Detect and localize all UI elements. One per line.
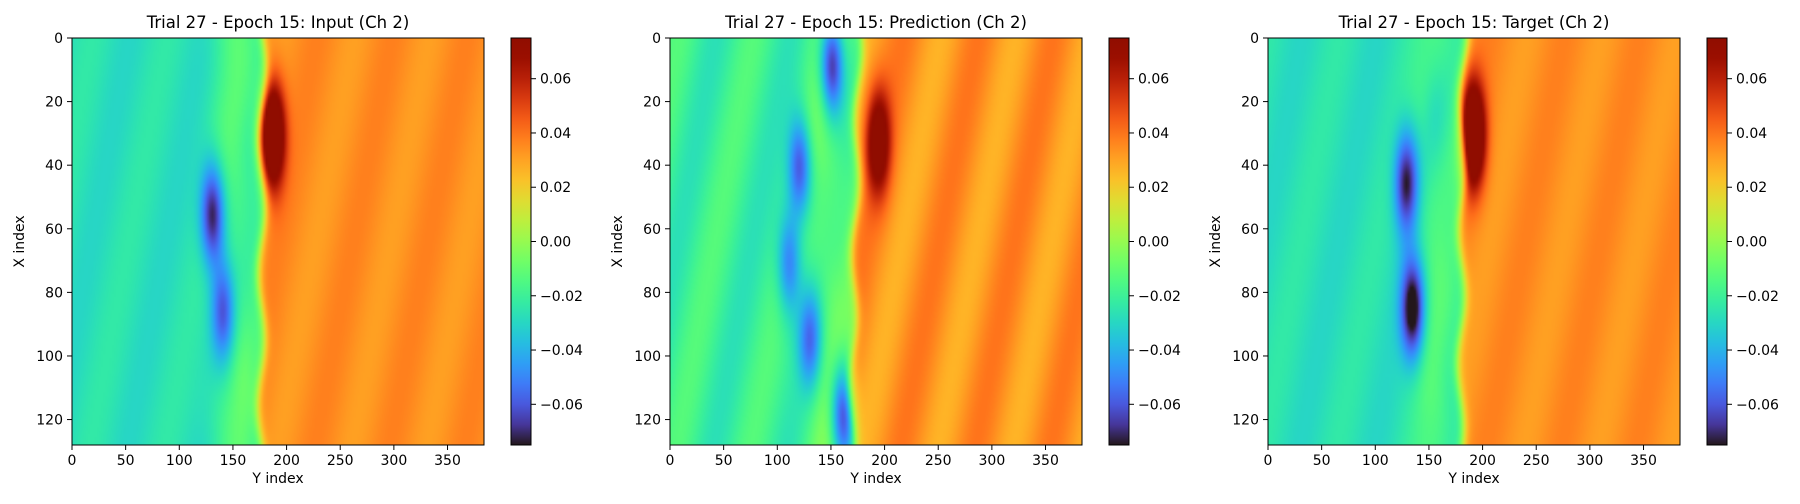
heatmap-panel-2: Trial 27 - Epoch 15: Prediction (Ch 2) 0 5… [610, 13, 1181, 487]
chart-title: Trial 27 - Epoch 15: Prediction (Ch 2) [724, 13, 1027, 32]
x-tick-label: 200 [273, 453, 300, 469]
heatmap-image [72, 38, 484, 445]
x-tick-label: 250 [1523, 453, 1550, 469]
y-tick-label: 100 [634, 349, 661, 365]
y-tick-label: 0 [54, 31, 63, 47]
colorbar-tick-label: 0.02 [1736, 180, 1767, 196]
colorbar: 0.06 0.04 0.02 0.00 −0.02 −0.04 −0.06 [1108, 37, 1181, 446]
x-tick-label: 50 [117, 453, 135, 469]
colorbar-tick-label: −0.02 [1138, 289, 1181, 305]
y-axis-label: X index [12, 215, 28, 267]
heatmap-panel-3: Trial 27 - Epoch 15: Target (Ch 2) 0 50 100… [1208, 13, 1779, 487]
colorbar-tick-label: −0.04 [1736, 343, 1779, 359]
colorbar-tick-label: 0.06 [540, 72, 571, 88]
y-tick-label: 60 [643, 222, 661, 238]
colorbar-tick-label: −0.04 [1138, 343, 1181, 359]
heatmap-image [1268, 38, 1680, 445]
colorbar-tick-label: −0.02 [540, 289, 583, 305]
y-tick-label: 60 [1241, 222, 1259, 238]
x-tick-label: 300 [1577, 453, 1604, 469]
y-tick-label: 40 [45, 158, 63, 174]
y-tick-label: 100 [36, 349, 63, 365]
y-tick-label: 100 [1232, 349, 1259, 365]
y-tick-label: 120 [634, 413, 661, 429]
chart-title: Trial 27 - Epoch 15: Target (Ch 2) [1338, 13, 1610, 32]
colorbar: 0.06 0.04 0.02 0.00 −0.02 −0.04 −0.06 [510, 37, 583, 446]
colorbar-tick-label: 0.02 [1138, 180, 1169, 196]
colorbar-tick-label: 0.00 [540, 235, 571, 251]
x-tick-label: 150 [818, 453, 845, 469]
x-tick-label: 0 [666, 453, 675, 469]
x-tick-label: 100 [166, 453, 193, 469]
colorbar-tick-label: 0.04 [1736, 126, 1767, 142]
colorbar-tick-label: −0.04 [540, 343, 583, 359]
x-tick-label: 350 [1630, 453, 1657, 469]
colorbar-gradient [510, 37, 532, 446]
x-tick-label: 300 [381, 453, 408, 469]
heatmap-image [670, 38, 1082, 445]
colorbar-tick-label: 0.00 [1138, 235, 1169, 251]
x-axis-label: Y index [849, 471, 901, 487]
heatmap-panel-1: Trial 27 - Epoch 15: Input (Ch 2) 0 50 100 1… [12, 13, 583, 487]
x-axis-label: Y index [1447, 471, 1499, 487]
chart-title: Trial 27 - Epoch 15: Input (Ch 2) [146, 13, 410, 32]
colorbar-tick-label: 0.04 [540, 126, 571, 142]
x-tick-label: 0 [1264, 453, 1273, 469]
colorbar-tick-label: −0.06 [1138, 397, 1181, 413]
colorbar-gradient [1108, 37, 1130, 446]
y-axis-label: X index [610, 215, 626, 267]
x-tick-label: 50 [715, 453, 733, 469]
x-axis-label: Y index [251, 471, 303, 487]
y-tick-label: 80 [1241, 285, 1259, 301]
colorbar-tick-label: −0.06 [540, 397, 583, 413]
x-tick-label: 350 [1032, 453, 1059, 469]
x-tick-label: 250 [327, 453, 354, 469]
colorbar-tick-label: 0.04 [1138, 126, 1169, 142]
y-tick-label: 0 [1250, 31, 1259, 47]
x-tick-label: 350 [434, 453, 461, 469]
colorbar-tick-label: 0.02 [540, 180, 571, 196]
y-tick-label: 120 [36, 413, 63, 429]
axes-frame [669, 37, 1083, 446]
y-tick-label: 40 [1241, 158, 1259, 174]
y-tick-label: 20 [45, 95, 63, 111]
axes-frame [1267, 37, 1681, 446]
x-tick-label: 200 [871, 453, 898, 469]
y-tick-label: 20 [643, 95, 661, 111]
x-tick-label: 300 [979, 453, 1006, 469]
y-axis-label: X index [1208, 215, 1224, 267]
colorbar-gradient [1706, 37, 1728, 446]
colorbar-tick-label: 0.06 [1138, 72, 1169, 88]
x-tick-label: 100 [1362, 453, 1389, 469]
x-tick-label: 100 [764, 453, 791, 469]
x-tick-label: 200 [1469, 453, 1496, 469]
x-tick-label: 150 [220, 453, 247, 469]
y-tick-label: 60 [45, 222, 63, 238]
colorbar-tick-label: −0.02 [1736, 289, 1779, 305]
axes-frame [71, 37, 485, 446]
y-tick-label: 80 [643, 285, 661, 301]
colorbar-tick-label: −0.06 [1736, 397, 1779, 413]
y-tick-label: 80 [45, 285, 63, 301]
y-tick-label: 0 [652, 31, 661, 47]
x-tick-label: 250 [925, 453, 952, 469]
colorbar-tick-label: 0.00 [1736, 235, 1767, 251]
colorbar: 0.06 0.04 0.02 0.00 −0.02 −0.04 −0.06 [1706, 37, 1779, 446]
x-tick-label: 0 [68, 453, 77, 469]
y-tick-label: 120 [1232, 413, 1259, 429]
y-tick-label: 20 [1241, 95, 1259, 111]
x-tick-label: 50 [1313, 453, 1331, 469]
y-tick-label: 40 [643, 158, 661, 174]
colorbar-tick-label: 0.06 [1736, 72, 1767, 88]
x-tick-label: 150 [1416, 453, 1443, 469]
